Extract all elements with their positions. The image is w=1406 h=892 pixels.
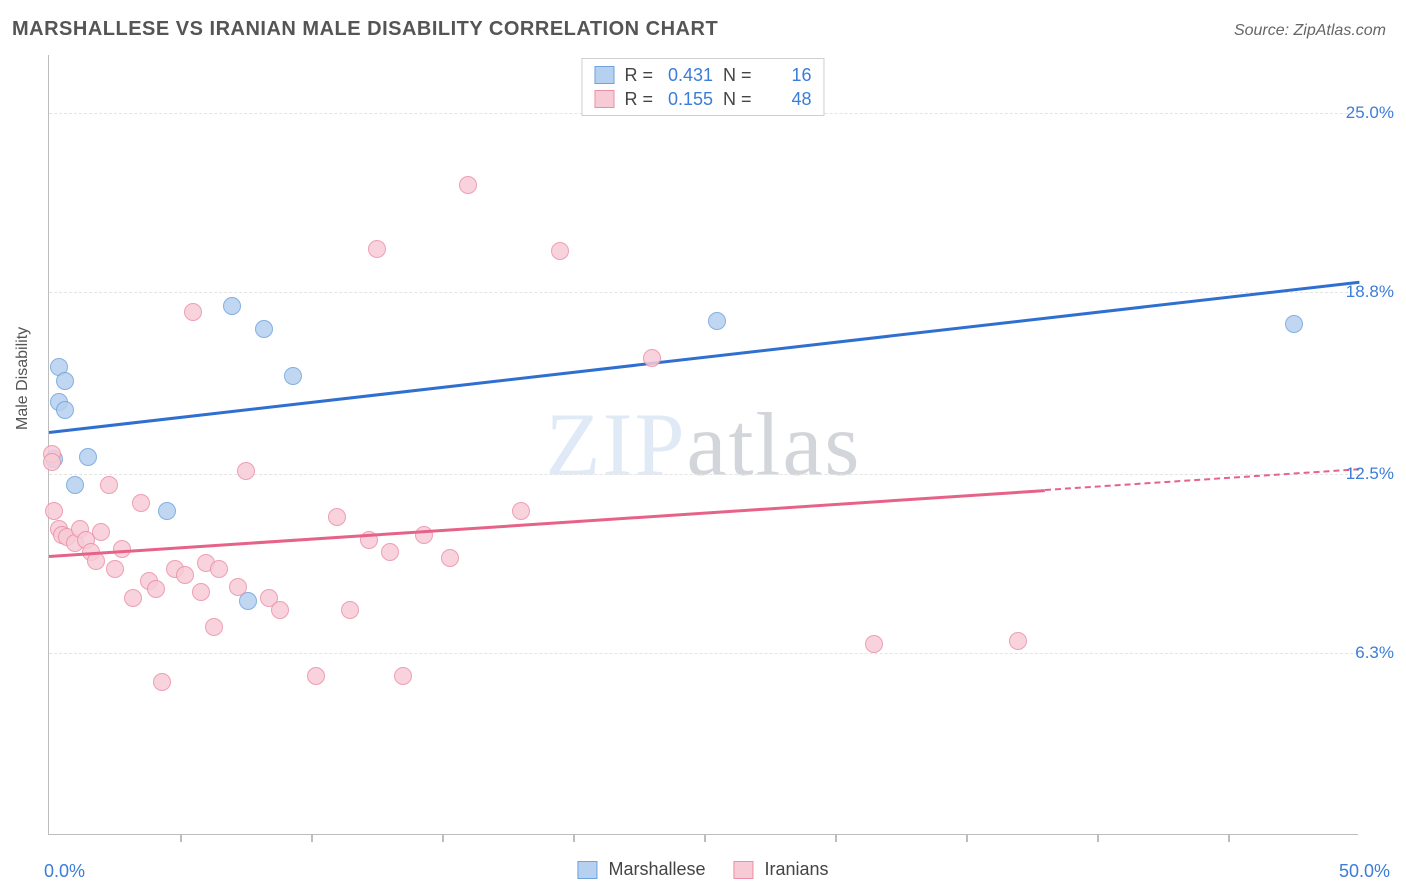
x-tick bbox=[835, 834, 837, 842]
x-tick-label-max: 50.0% bbox=[1339, 861, 1390, 882]
data-point-iranians bbox=[184, 303, 202, 321]
data-point-iranians bbox=[415, 526, 433, 544]
data-point-iranians bbox=[100, 476, 118, 494]
x-tick bbox=[442, 834, 444, 842]
x-tick bbox=[1097, 834, 1099, 842]
data-point-marshallese bbox=[1285, 315, 1303, 333]
data-point-iranians bbox=[441, 549, 459, 567]
legend-n-label: N = bbox=[723, 63, 752, 87]
chart-container: MARSHALLESE VS IRANIAN MALE DISABILITY C… bbox=[0, 0, 1406, 892]
x-tick-label-min: 0.0% bbox=[44, 861, 85, 882]
legend-r-value-iranians: 0.155 bbox=[663, 87, 713, 111]
data-point-iranians bbox=[551, 242, 569, 260]
data-point-iranians bbox=[341, 601, 359, 619]
data-point-iranians bbox=[43, 453, 61, 471]
data-point-marshallese bbox=[223, 297, 241, 315]
y-tick-label: 18.8% bbox=[1346, 282, 1394, 302]
data-point-marshallese bbox=[66, 476, 84, 494]
legend-swatch-marshallese bbox=[577, 861, 597, 879]
x-tick bbox=[1228, 834, 1230, 842]
x-tick bbox=[311, 834, 313, 842]
watermark-prefix: ZIP bbox=[546, 395, 687, 494]
trend-line-iranians bbox=[1045, 468, 1360, 491]
data-point-iranians bbox=[192, 583, 210, 601]
data-point-iranians bbox=[381, 543, 399, 561]
x-tick bbox=[180, 834, 182, 842]
data-point-iranians bbox=[45, 502, 63, 520]
data-point-iranians bbox=[106, 560, 124, 578]
y-tick-label: 6.3% bbox=[1355, 643, 1394, 663]
legend-series: Marshallese Iranians bbox=[577, 859, 828, 880]
legend-item-iranians: Iranians bbox=[734, 859, 829, 880]
gridline bbox=[49, 292, 1358, 293]
legend-swatch-iranians bbox=[594, 90, 614, 108]
y-tick-label: 25.0% bbox=[1346, 103, 1394, 123]
data-point-iranians bbox=[512, 502, 530, 520]
data-point-iranians bbox=[328, 508, 346, 526]
legend-n-label: N = bbox=[723, 87, 752, 111]
data-point-iranians bbox=[124, 589, 142, 607]
data-point-marshallese bbox=[284, 367, 302, 385]
legend-label-iranians: Iranians bbox=[765, 859, 829, 879]
data-point-marshallese bbox=[79, 448, 97, 466]
data-point-iranians bbox=[205, 618, 223, 636]
data-point-marshallese bbox=[56, 372, 74, 390]
legend-correlation: R = 0.431 N = 16 R = 0.155 N = 48 bbox=[581, 58, 824, 116]
data-point-iranians bbox=[132, 494, 150, 512]
legend-label-marshallese: Marshallese bbox=[608, 859, 705, 879]
trend-line-marshallese bbox=[49, 280, 1359, 433]
legend-r-value-marshallese: 0.431 bbox=[663, 63, 713, 87]
y-axis-label: Male Disability bbox=[14, 327, 32, 430]
watermark: ZIPatlas bbox=[546, 393, 862, 496]
legend-n-value-iranians: 48 bbox=[762, 87, 812, 111]
trend-line-iranians bbox=[49, 489, 1045, 558]
x-tick bbox=[704, 834, 706, 842]
data-point-iranians bbox=[153, 673, 171, 691]
data-point-iranians bbox=[865, 635, 883, 653]
plot-area: ZIPatlas bbox=[48, 55, 1358, 835]
data-point-iranians bbox=[394, 667, 412, 685]
data-point-iranians bbox=[176, 566, 194, 584]
chart-title: MARSHALLESE VS IRANIAN MALE DISABILITY C… bbox=[12, 18, 718, 41]
legend-r-label: R = bbox=[624, 63, 653, 87]
data-point-iranians bbox=[368, 240, 386, 258]
legend-swatch-marshallese bbox=[594, 66, 614, 84]
data-point-iranians bbox=[271, 601, 289, 619]
data-point-iranians bbox=[1009, 632, 1027, 650]
data-point-marshallese bbox=[239, 592, 257, 610]
data-point-marshallese bbox=[158, 502, 176, 520]
data-point-iranians bbox=[210, 560, 228, 578]
data-point-iranians bbox=[229, 578, 247, 596]
x-tick bbox=[966, 834, 968, 842]
watermark-suffix: atlas bbox=[687, 395, 862, 494]
data-point-iranians bbox=[147, 580, 165, 598]
legend-item-marshallese: Marshallese bbox=[577, 859, 705, 880]
legend-r-label: R = bbox=[624, 87, 653, 111]
data-point-marshallese bbox=[56, 401, 74, 419]
y-tick-label: 12.5% bbox=[1346, 464, 1394, 484]
data-point-iranians bbox=[307, 667, 325, 685]
legend-row-marshallese: R = 0.431 N = 16 bbox=[594, 63, 811, 87]
legend-swatch-iranians bbox=[734, 861, 754, 879]
data-point-iranians bbox=[92, 523, 110, 541]
gridline bbox=[49, 653, 1358, 654]
data-point-marshallese bbox=[708, 312, 726, 330]
source-attribution: Source: ZipAtlas.com bbox=[1234, 22, 1386, 40]
data-point-iranians bbox=[237, 462, 255, 480]
data-point-marshallese bbox=[255, 320, 273, 338]
data-point-iranians bbox=[459, 176, 477, 194]
x-tick bbox=[573, 834, 575, 842]
legend-n-value-marshallese: 16 bbox=[762, 63, 812, 87]
legend-row-iranians: R = 0.155 N = 48 bbox=[594, 87, 811, 111]
data-point-iranians bbox=[643, 349, 661, 367]
